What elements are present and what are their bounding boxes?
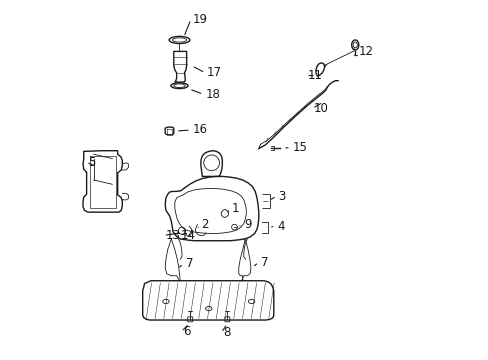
Text: 19: 19 (192, 13, 207, 26)
Text: 8: 8 (223, 327, 230, 339)
Text: 7: 7 (185, 257, 193, 270)
Text: 16: 16 (192, 123, 207, 136)
Text: 13: 13 (165, 229, 180, 242)
Text: 2: 2 (201, 218, 208, 231)
Text: 15: 15 (292, 141, 307, 154)
Text: 14: 14 (181, 229, 196, 242)
Text: 7: 7 (260, 256, 267, 269)
Text: 12: 12 (358, 45, 373, 58)
Text: 1: 1 (231, 202, 239, 215)
Text: 18: 18 (205, 88, 220, 101)
Text: 3: 3 (278, 190, 285, 203)
Text: 9: 9 (244, 218, 251, 231)
Text: 17: 17 (206, 66, 222, 79)
Text: 6: 6 (183, 325, 190, 338)
Text: 5: 5 (88, 156, 95, 168)
Text: 4: 4 (277, 220, 285, 233)
Text: 11: 11 (307, 69, 323, 82)
Text: 10: 10 (313, 102, 328, 115)
